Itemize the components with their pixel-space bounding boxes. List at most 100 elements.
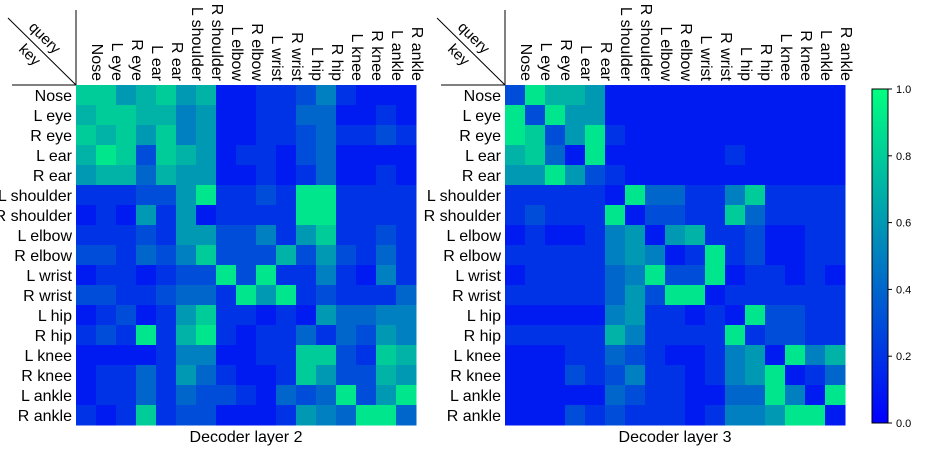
column-label-r-ear: R ear xyxy=(597,42,614,82)
heatmap-cell xyxy=(805,365,826,386)
heatmap-cell xyxy=(745,385,766,406)
heatmap-cell xyxy=(296,305,317,326)
heatmap-cell xyxy=(276,365,297,386)
heatmap-cell xyxy=(785,165,806,186)
heatmap-cell xyxy=(276,105,297,126)
heatmap-cell xyxy=(136,245,157,266)
heatmap-cell xyxy=(505,405,526,426)
heatmap-cell xyxy=(136,85,157,106)
heatmap-cell xyxy=(156,405,177,426)
heatmap-cell xyxy=(76,85,97,106)
heatmap-cell xyxy=(685,305,706,326)
heatmap-cell xyxy=(196,85,217,106)
heatmap-cell xyxy=(296,85,317,106)
heatmap-cell xyxy=(625,405,646,426)
heatmap-cell xyxy=(156,345,177,366)
heatmap-cell xyxy=(605,345,626,366)
row-label-l-ear: L ear xyxy=(36,148,73,165)
row-label-l-elbow: L elbow xyxy=(17,228,72,245)
heatmap-cell xyxy=(585,405,606,426)
heatmap-cell xyxy=(396,205,417,226)
heatmap-cell xyxy=(376,305,397,326)
heatmap-cell xyxy=(585,125,606,146)
heatmap-cell xyxy=(805,225,826,246)
heatmap-cell xyxy=(196,405,217,426)
heatmap-cell xyxy=(525,185,546,206)
column-label-r-ear: R ear xyxy=(168,42,185,82)
row-label-l-eye: L eye xyxy=(462,108,501,125)
column-label-r-elbow: R elbow xyxy=(248,23,265,81)
row-labels: Nose L eye R eye L ear R ear L shoulder R shou… xyxy=(0,88,73,425)
heatmap-cell xyxy=(396,265,417,286)
heatmap-cell xyxy=(336,405,357,426)
heatmap-cell xyxy=(296,205,317,226)
heatmap-cell xyxy=(396,305,417,326)
heatmap-cell xyxy=(356,165,377,186)
heatmap-cell xyxy=(256,85,277,106)
heatmap-cell xyxy=(825,105,846,126)
heatmap-cell xyxy=(336,265,357,286)
heatmap-cell xyxy=(565,325,586,346)
heatmap-cell xyxy=(156,145,177,166)
heatmap-cell xyxy=(316,185,337,206)
heatmap-cell xyxy=(396,125,417,146)
heatmap-cell xyxy=(605,405,626,426)
heatmap-cell xyxy=(645,285,666,306)
heatmap-cell xyxy=(625,285,646,306)
row-label-l-eye: L eye xyxy=(33,108,72,125)
heatmap-cell xyxy=(705,225,726,246)
heatmap-cell xyxy=(745,105,766,126)
heatmap-cell xyxy=(725,365,746,386)
heatmap-cell xyxy=(665,365,686,386)
heatmap-cell xyxy=(705,185,726,206)
heatmap-cell xyxy=(765,265,786,286)
heatmap-cell xyxy=(785,385,806,406)
heatmap-cell xyxy=(376,225,397,246)
heatmap-cell xyxy=(336,205,357,226)
row-label-r-elbow: R elbow xyxy=(14,248,72,265)
heatmap-cell xyxy=(196,225,217,246)
query-key-corner: query key xyxy=(7,10,77,86)
heatmap-cell xyxy=(565,285,586,306)
heatmap-cell xyxy=(645,245,666,266)
heatmap-cell xyxy=(765,145,786,166)
heatmap-cell xyxy=(256,145,277,166)
heatmap-cell xyxy=(625,105,646,126)
heatmap-cell xyxy=(176,345,197,366)
heatmap-cell xyxy=(545,305,566,326)
heatmap-cell xyxy=(236,325,257,346)
row-label-r-hip: R hip xyxy=(464,328,501,345)
row-label-r-hip: R hip xyxy=(35,328,72,345)
heatmap-cell xyxy=(356,225,377,246)
heatmap-cell xyxy=(825,245,846,266)
colorbar-tick-label: 0.6 xyxy=(896,218,911,230)
heatmap-cell xyxy=(805,285,826,306)
heatmap-cell xyxy=(136,125,157,146)
heatmap-cell xyxy=(605,145,626,166)
column-label-l-ear: L ear xyxy=(577,45,594,82)
heatmap-cell xyxy=(525,265,546,286)
heatmap-cell xyxy=(625,305,646,326)
heatmap-cell xyxy=(685,385,706,406)
heatmap-cell xyxy=(745,185,766,206)
heatmap-cell xyxy=(96,85,117,106)
heatmap-cell xyxy=(356,205,377,226)
heatmap-cell xyxy=(376,125,397,146)
column-label-r-shoulder: R shoulder xyxy=(208,4,225,82)
heatmap-cell xyxy=(156,305,177,326)
heatmap-cell xyxy=(396,245,417,266)
heatmap-cell xyxy=(356,245,377,266)
heatmap-cell xyxy=(76,285,97,306)
heatmap-cell xyxy=(505,225,526,246)
heatmap-cell xyxy=(236,305,257,326)
heatmap-cell xyxy=(76,245,97,266)
heatmap-cell xyxy=(96,345,117,366)
heatmap-cell xyxy=(76,265,97,286)
corner-diagonal-line xyxy=(436,17,506,86)
heatmap-cell xyxy=(705,345,726,366)
heatmap-cell xyxy=(356,325,377,346)
heatmap-cell xyxy=(296,185,317,206)
row-label-r-wrist: R wrist xyxy=(23,288,72,305)
column-label-r-eye: R eye xyxy=(557,39,574,81)
heatmap-cell xyxy=(116,145,137,166)
